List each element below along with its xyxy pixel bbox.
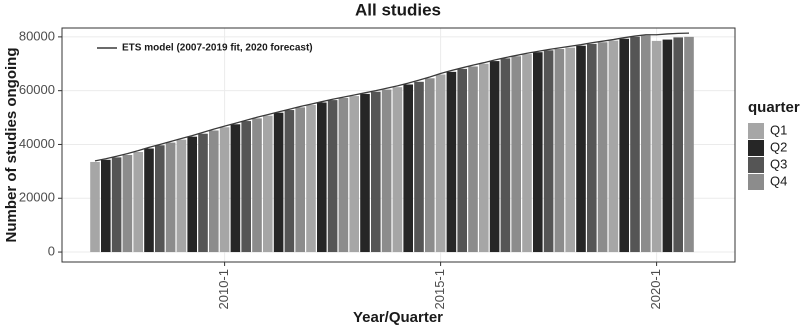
- legend-label: Q1: [770, 122, 787, 137]
- y-tick-label: 0: [48, 243, 55, 258]
- model-line: [94, 32, 690, 162]
- bar: [479, 63, 489, 253]
- bar: [414, 81, 424, 253]
- bar: [533, 52, 543, 253]
- legend-key: [748, 157, 764, 173]
- bar: [641, 35, 651, 253]
- bar: [371, 91, 381, 253]
- bar: [587, 43, 597, 253]
- bar: [338, 97, 349, 253]
- bar: [619, 38, 629, 253]
- bar: [511, 56, 521, 253]
- legend-key: [748, 174, 764, 190]
- bar: [241, 121, 251, 253]
- bar: [187, 136, 197, 253]
- bar: [176, 139, 187, 253]
- legend-label: Q3: [770, 156, 787, 171]
- y-tick-label: 60000: [19, 82, 55, 97]
- bar: [543, 50, 554, 253]
- bar: [306, 104, 316, 253]
- bar: [403, 84, 413, 253]
- legend-label: Q2: [770, 139, 787, 154]
- bar: [90, 161, 100, 253]
- bar: [360, 93, 370, 253]
- bar: [219, 127, 230, 253]
- bar: [457, 68, 467, 253]
- bar: [198, 133, 208, 253]
- bar: [662, 39, 673, 253]
- x-tick-label: 2015-1: [432, 269, 447, 309]
- bar: [597, 42, 608, 253]
- bar: [651, 40, 662, 253]
- y-tick-label: 80000: [19, 28, 55, 43]
- bar: [435, 74, 446, 253]
- bar: [122, 154, 133, 253]
- bar: [295, 107, 305, 253]
- bar: [273, 112, 284, 253]
- chart-title: All studies: [355, 0, 441, 19]
- legend-label: Q4: [770, 173, 787, 188]
- bar: [133, 151, 143, 253]
- bar: [252, 118, 262, 253]
- bar: [111, 157, 122, 253]
- bar: [381, 89, 392, 253]
- y-tick-label: 40000: [19, 136, 55, 151]
- bar: [500, 58, 511, 253]
- bar: [165, 142, 176, 253]
- bar: [155, 145, 165, 253]
- bar: [468, 66, 478, 253]
- bar: [317, 102, 327, 253]
- y-axis-title: Number of studies ongoing: [3, 48, 20, 243]
- x-tick-label: 2010-1: [216, 269, 231, 309]
- bar: [489, 61, 500, 253]
- legend-key: [748, 140, 764, 156]
- bar: [522, 54, 532, 253]
- bar: [630, 36, 640, 253]
- bar: [425, 78, 435, 253]
- legend-key: [748, 123, 764, 139]
- bar: [230, 124, 241, 253]
- bar: [101, 159, 111, 253]
- plot-border: [61, 27, 736, 263]
- bar: [565, 47, 575, 253]
- bar: [144, 148, 154, 253]
- bar: [284, 110, 295, 253]
- x-axis-title: Year/Quarter: [353, 309, 443, 326]
- bar: [576, 45, 586, 253]
- legend-title: quarter: [748, 99, 800, 116]
- bar: [673, 37, 683, 253]
- bar: [554, 48, 565, 253]
- bar: [684, 36, 694, 253]
- y-tick-label: 20000: [19, 190, 55, 205]
- bar: [349, 96, 359, 253]
- line-legend-label: ETS model (2007-2019 fit, 2020 forecast): [122, 43, 313, 54]
- bar: [327, 100, 338, 253]
- bar: [263, 115, 273, 253]
- bar: [392, 87, 403, 253]
- bar: [608, 40, 619, 253]
- bar: [446, 71, 457, 253]
- x-tick-label: 2020-1: [648, 269, 663, 309]
- bar: [209, 130, 219, 253]
